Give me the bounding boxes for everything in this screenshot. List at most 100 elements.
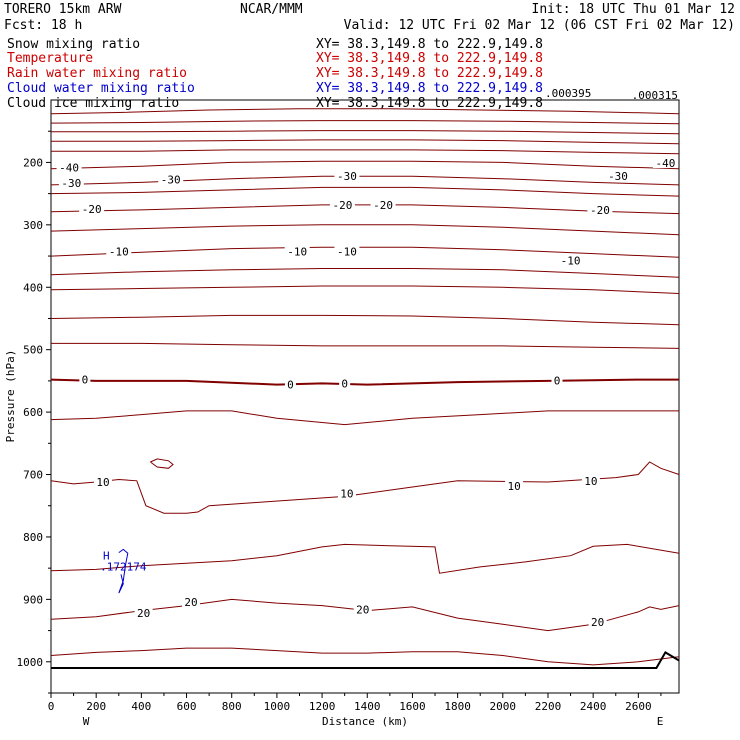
- y-tick-label-6: 800: [23, 531, 43, 544]
- contour-label-12: -10: [337, 246, 357, 259]
- contour-label-bg-24: [134, 607, 153, 619]
- y-tick-label-5: 700: [23, 469, 43, 482]
- contour-label-bg-13: [558, 254, 584, 266]
- x-tick-label-11: 2200: [535, 700, 562, 713]
- x-axis: 0 200 400 600 800 1000 1200 1400 1600 1800 2000 220…: [48, 693, 662, 713]
- contour-label-bg-21: [581, 474, 600, 486]
- contour-label-16: 0: [341, 377, 348, 390]
- field-xy-temperature: XY= 38.3,149.8 to 222.9,149.8: [316, 51, 543, 66]
- y-tick-label-2: 400: [23, 281, 43, 294]
- contour-label-bg-8: [370, 198, 396, 210]
- contour-label-3: -30: [161, 173, 181, 186]
- contour-line-8: [50, 204, 680, 215]
- contour-label-bg-19: [337, 487, 356, 499]
- contour-label-bg-7: [329, 198, 355, 210]
- x-axis-end-west: W: [83, 715, 90, 728]
- y-tick-label-0: 200: [23, 156, 43, 169]
- contour-labels: -40 -40-30 -30 -30 -30-20 -20 -20 -20-10 -10 -10-…: [56, 157, 678, 629]
- contour-line-12: [50, 285, 680, 294]
- valid-time: Valid: 12 UTC Fri 02 Mar 12 (06 CST Fri …: [344, 18, 735, 33]
- contour-label-bg-15: [284, 378, 296, 390]
- contour-label-bg-18: [93, 476, 112, 488]
- cloud-water-contour: [118, 548, 129, 594]
- contour-line-0: [50, 108, 680, 115]
- x-tick-label-4: 800: [222, 700, 242, 713]
- temperature-contours: [50, 108, 680, 666]
- contour-line-20: [50, 598, 680, 632]
- field-name-temperature: Temperature: [7, 51, 93, 66]
- contour-label-4: -30: [337, 170, 357, 183]
- x-tick-label-7: 1400: [354, 700, 381, 713]
- y-tick-label-7: 900: [23, 593, 43, 606]
- contour-line-3: [51, 139, 680, 145]
- contour-label-9: -20: [590, 204, 610, 217]
- contour-line-2: [51, 130, 680, 135]
- y-tick-label-8: 1000: [17, 656, 44, 669]
- field-name-rain: Rain water mixing ratio: [7, 66, 187, 81]
- field-xy-cloud-water: XY= 38.3,149.8 to 222.9,149.8: [316, 81, 543, 96]
- contour-label-bg-22: [182, 595, 201, 607]
- contour-label-bg-25: [588, 615, 607, 627]
- contour-label-bg-20: [505, 479, 524, 491]
- contour-label-10: -10: [109, 246, 129, 259]
- model-title: TORERO 15km ARW: [4, 2, 122, 17]
- contour-label-bg-14: [79, 373, 91, 385]
- contour-label-17: 0: [554, 374, 561, 387]
- center-title: NCAR/MMM: [240, 2, 303, 17]
- x-tick-label-6: 1200: [309, 700, 336, 713]
- contour-label-22: 20: [184, 596, 197, 609]
- x-tick-label-12: 2400: [580, 700, 607, 713]
- x-tick-label-1: 200: [86, 700, 106, 713]
- contour-label-15: 0: [287, 379, 294, 392]
- contour-label-0: -40: [59, 161, 79, 174]
- contour-line-6: [50, 175, 680, 186]
- x-tick-label-9: 1800: [444, 700, 471, 713]
- field-name-cloud-water: Cloud water mixing ratio: [7, 81, 195, 96]
- field-xy-snow: XY= 38.3,149.8 to 222.9,149.8: [316, 37, 543, 52]
- x-tick-label-3: 600: [177, 700, 197, 713]
- contour-label-2: -30: [61, 177, 81, 190]
- contour-label-13: -10: [561, 254, 581, 267]
- contour-label-14: 0: [82, 374, 89, 387]
- contour-label-6: -20: [82, 203, 102, 216]
- contour-line-10: [50, 246, 680, 258]
- contour-label-11: -10: [287, 246, 307, 259]
- contour-label-bg-6: [79, 203, 105, 215]
- corner-value-cloud-ice: .000315: [632, 89, 678, 102]
- contour-label-bg-11: [284, 245, 310, 257]
- contour-line-21: [50, 647, 680, 666]
- contour-line-13: [50, 314, 680, 326]
- contour-line-1: [50, 120, 680, 125]
- corner-value-cloud-water: .000395: [545, 87, 591, 100]
- contour-line-11: [50, 268, 680, 278]
- contour-label-21: 10: [584, 475, 597, 488]
- contour-line-19: [50, 543, 680, 574]
- cloud-water-contours: [118, 548, 129, 594]
- contour-label-24: 20: [137, 607, 150, 620]
- field-name-cloud-ice: Cloud ice mixing ratio: [7, 96, 179, 111]
- terrain-surface: [51, 651, 680, 669]
- plot-frame: [50, 99, 680, 694]
- contour-label-bg-4: [334, 170, 360, 182]
- contour-line-7: [50, 186, 680, 197]
- terrain-line: [51, 651, 680, 669]
- x-tick-label-0: 0: [48, 700, 55, 713]
- init-time: Init: 18 UTC Thu 01 Mar 12: [532, 2, 736, 17]
- contour-label-bg-1: [652, 157, 678, 169]
- contour-label-bg-5: [605, 170, 631, 182]
- x-tick-label-13: 2600: [625, 700, 652, 713]
- cloud-markers: H.172174: [100, 549, 147, 573]
- y-tick-label-3: 500: [23, 344, 43, 357]
- forecast-hour: Fcst: 18 h: [4, 18, 82, 33]
- contour-label-20: 10: [507, 480, 520, 493]
- contour-label-bg-9: [587, 203, 613, 215]
- y-axis: 200 300 400 500 600 700 800 900 1000: [17, 130, 51, 694]
- x-tick-label-10: 2000: [490, 700, 517, 713]
- contour-label-bg-10: [106, 245, 132, 257]
- cloud-marker-1: .172174: [100, 561, 147, 574]
- contour-label-bg-3: [158, 173, 184, 185]
- y-tick-label-4: 600: [23, 406, 43, 419]
- contour-line-17: [50, 461, 680, 514]
- contour-label-5: -30: [608, 170, 628, 183]
